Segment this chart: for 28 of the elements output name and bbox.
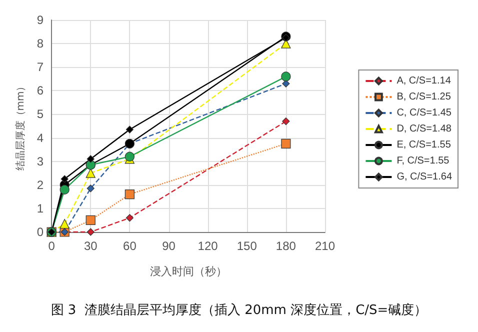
text: 图 3 渣膜结晶层平均厚度（插入 20mm 深度位置，C/S=碱度） [50,302,428,318]
y-tick-label: 0 [36,225,44,239]
x-tick-label: 210 [314,239,336,253]
y-axis-title: 结晶层厚度（mm） [14,81,26,171]
legend-label: G, C/S=1.64 [396,172,452,182]
y-tick-label: 2 [36,178,44,192]
x-tick-label: 0 [48,239,56,253]
y-tick-label: 1 [36,201,44,216]
legend-label: E, C/S=1.55 [396,140,452,150]
y-tick-label: 9 [36,13,44,27]
x-tick-label: 30 [84,239,98,253]
x-axis-title: 浸入时间（秒） [150,265,227,278]
x-tick-label: 60 [123,239,137,253]
y-tick-label: 6 [36,84,44,98]
legend-label: C, C/S=1.45 [396,108,452,118]
x-tick-label: 90 [162,239,176,253]
y-tick-label: 8 [36,36,44,51]
x-tick-label: 120 [198,239,218,253]
x-tick-label: 150 [236,239,258,253]
y-tick-label: 4 [36,130,44,145]
legend-label: B, C/S=1.25 [396,92,452,102]
x-tick-label: 180 [276,239,296,253]
y-tick-label: 7 [36,60,44,74]
legend-label: D, C/S=1.48 [396,124,452,134]
y-tick-label: 3 [36,154,44,168]
legend-label: A, C/S=1.14 [396,76,452,86]
legend-label: F, C/S=1.55 [396,156,450,166]
y-tick-label: 5 [36,107,44,122]
